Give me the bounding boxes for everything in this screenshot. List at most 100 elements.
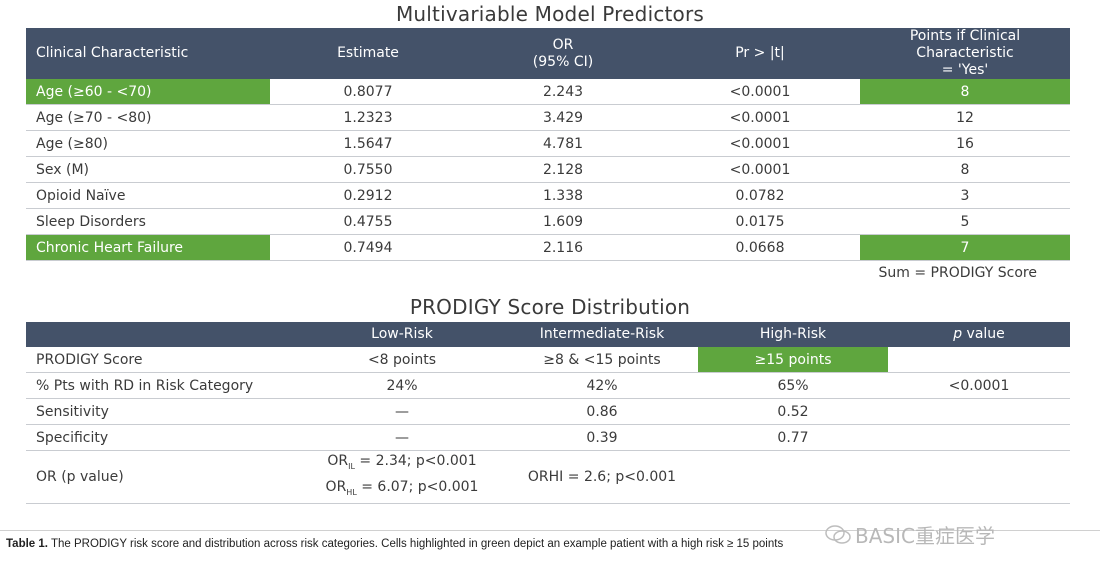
p-italic: p (953, 326, 963, 342)
value-word: value (966, 326, 1005, 342)
cell-characteristic: Age (≥60 - <70) (26, 79, 270, 105)
cell-estimate: 0.7494 (270, 234, 466, 261)
cell-p (888, 347, 1070, 373)
cell-characteristic: Sex (M) (26, 156, 270, 183)
cell-label: PRODIGY Score (26, 347, 298, 373)
cell-high: ≥15 points (698, 347, 888, 373)
cell-p: <0.0001 (660, 156, 860, 183)
cell-or: 2.243 (466, 79, 660, 105)
table-row: Chronic Heart Failure 0.7494 2.116 0.066… (26, 234, 1070, 261)
table2-title: PRODIGY Score Distribution (409, 295, 691, 319)
cell-estimate: 0.2912 (270, 182, 466, 209)
cell-points: 5 (860, 208, 1070, 235)
table-row: Sex (M) 0.7550 2.128 <0.0001 8 (26, 156, 1070, 183)
watermark-text: BASIC重症医学 (855, 524, 995, 548)
table-row: Age (≥80) 1.5647 4.781 <0.0001 16 (26, 130, 1070, 157)
col-header-high-risk: High-Risk (698, 322, 888, 347)
or-hl-line: ORHL = 6.07; p<0.001 (325, 478, 479, 497)
cell-label: Sensitivity (26, 398, 298, 425)
cell-p (888, 424, 1070, 451)
cell-p: 0.0175 (660, 208, 860, 235)
table-row: Opioid Naïve 0.2912 1.338 0.0782 3 (26, 182, 1070, 209)
cell-intermediate: 0.39 (506, 424, 698, 451)
cell-p: <0.0001 (888, 372, 1070, 399)
cell-intermediate: 0.86 (506, 398, 698, 425)
cell-points: 7 (860, 234, 1070, 261)
cell-label: Specificity (26, 424, 298, 451)
cell-p: <0.0001 (660, 104, 860, 131)
cell-high-or (698, 450, 888, 504)
cell-p: 0.0668 (660, 234, 860, 261)
table-row: PRODIGY Score <8 points ≥8 & <15 points … (26, 347, 1070, 373)
cell-low: — (298, 398, 506, 425)
cell-characteristic: Opioid Naïve (26, 182, 270, 209)
cell-or: 2.116 (466, 234, 660, 261)
cell-high: 0.77 (698, 424, 888, 451)
cell-or: 1.338 (466, 182, 660, 209)
cell-intermediate-or: ORHI = 2.6; p<0.001 (506, 450, 698, 504)
cell-estimate: 0.7550 (270, 156, 466, 183)
cell-characteristic: Age (≥70 - <80) (26, 104, 270, 131)
table-row: Age (≥60 - <70) 0.8077 2.243 <0.0001 8 (26, 79, 1070, 105)
cell-characteristic: Chronic Heart Failure (26, 234, 270, 261)
cell-characteristic: Sleep Disorders (26, 208, 270, 235)
cell-points: 12 (860, 104, 1070, 131)
table-row: Sleep Disorders 0.4755 1.609 0.0175 5 (26, 208, 1070, 235)
col-header-points-line1: Points if Clinical Characteristic (909, 28, 1021, 61)
sum-note-row: Sum = PRODIGY Score (26, 260, 1070, 285)
caption-divider (0, 530, 1100, 531)
caption-label: Table 1. (6, 538, 48, 550)
table1-title: Multivariable Model Predictors (395, 2, 705, 26)
table-caption: Table 1. The PRODIGY risk score and dist… (6, 538, 783, 550)
cell-estimate: 0.4755 (270, 208, 466, 235)
table-row: Age (≥70 - <80) 1.2323 3.429 <0.0001 12 (26, 104, 1070, 131)
col-header-or-line2: (95% CI) (532, 53, 594, 70)
cell-p: <0.0001 (660, 79, 860, 105)
col-header-p-value: p value (888, 322, 1070, 347)
table1-header-row: Clinical Characteristic Estimate OR (95%… (26, 28, 1070, 79)
cell-points: 3 (860, 182, 1070, 209)
col-header-points: Points if Clinical Characteristic = 'Yes… (860, 28, 1070, 79)
table2-header-row: Low-Risk Intermediate-Risk High-Risk p v… (26, 322, 1070, 347)
cell-low: 24% (298, 372, 506, 399)
wechat-icon (825, 525, 851, 550)
cell-label: OR (p value) (26, 450, 298, 504)
cell-points: 8 (860, 156, 1070, 183)
col-header-intermediate-risk: Intermediate-Risk (506, 322, 698, 347)
cell-or: 3.429 (466, 104, 660, 131)
cell-low-or: ORIL = 2.34; p<0.001 ORHL = 6.07; p<0.00… (298, 450, 506, 504)
cell-p (888, 398, 1070, 425)
col-header-low-risk: Low-Risk (298, 322, 506, 347)
caption-text: The PRODIGY risk score and distribution … (47, 538, 784, 550)
cell-or: 1.609 (466, 208, 660, 235)
col-header-p: Pr > |t| (660, 28, 860, 79)
watermark: BASIC重症医学 (825, 520, 995, 550)
cell-estimate: 0.8077 (270, 79, 466, 105)
cell-p: 0.0782 (660, 182, 860, 209)
cell-p-or (888, 450, 1070, 504)
col-header-points-line2: = 'Yes' (941, 62, 989, 78)
table-row: OR (p value) ORIL = 2.34; p<0.001 ORHL =… (26, 450, 1070, 504)
predictors-table: Clinical Characteristic Estimate OR (95%… (26, 28, 1070, 285)
cell-high: 0.52 (698, 398, 888, 425)
cell-high: 65% (698, 372, 888, 399)
or-il-line: ORIL = 2.34; p<0.001 (327, 453, 477, 471)
cell-estimate: 1.2323 (270, 104, 466, 131)
cell-label: % Pts with RD in Risk Category (26, 372, 298, 399)
cell-points: 16 (860, 130, 1070, 157)
cell-p: <0.0001 (660, 130, 860, 157)
col-header-blank (26, 322, 298, 347)
distribution-table: Low-Risk Intermediate-Risk High-Risk p v… (26, 322, 1070, 504)
cell-low: <8 points (298, 347, 506, 373)
cell-intermediate: ≥8 & <15 points (506, 347, 698, 373)
cell-low: — (298, 424, 506, 451)
table-row: Specificity — 0.39 0.77 (26, 424, 1070, 451)
cell-intermediate: 42% (506, 372, 698, 399)
cell-points: 8 (860, 79, 1070, 105)
col-header-or: OR (95% CI) (466, 28, 660, 79)
cell-or: 4.781 (466, 130, 660, 157)
col-header-estimate: Estimate (270, 28, 466, 79)
col-header-or-line1: OR (552, 36, 574, 53)
table-row: % Pts with RD in Risk Category 24% 42% 6… (26, 372, 1070, 399)
table-row: Sensitivity — 0.86 0.52 (26, 398, 1070, 425)
